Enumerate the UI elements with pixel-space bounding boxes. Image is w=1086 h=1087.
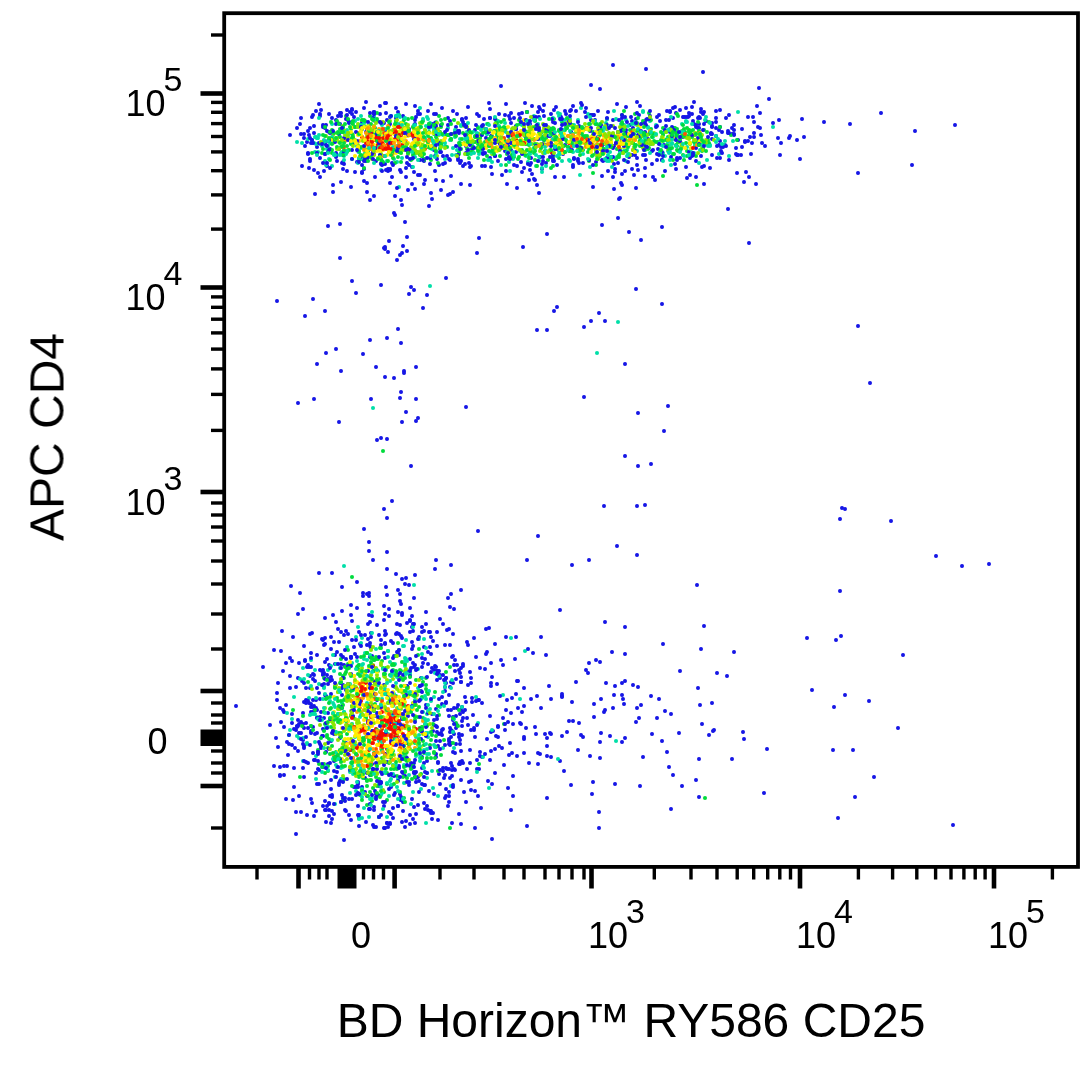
svg-text:10: 10 — [126, 277, 166, 318]
svg-text:10: 10 — [988, 915, 1028, 956]
svg-text:APC CD4: APC CD4 — [21, 333, 74, 541]
svg-text:10: 10 — [126, 83, 166, 124]
svg-text:3: 3 — [164, 459, 183, 497]
svg-text:10: 10 — [796, 915, 836, 956]
svg-text:0: 0 — [351, 915, 371, 956]
svg-text:4: 4 — [164, 254, 183, 292]
svg-text:0: 0 — [148, 721, 168, 762]
svg-text:5: 5 — [164, 60, 183, 98]
svg-text:4: 4 — [834, 892, 853, 930]
svg-text:3: 3 — [626, 892, 645, 930]
svg-text:10: 10 — [588, 915, 628, 956]
svg-text:BD Horizon™ RY586 CD25: BD Horizon™ RY586 CD25 — [337, 994, 926, 1047]
svg-text:10: 10 — [126, 482, 166, 523]
svg-text:5: 5 — [1026, 892, 1045, 930]
